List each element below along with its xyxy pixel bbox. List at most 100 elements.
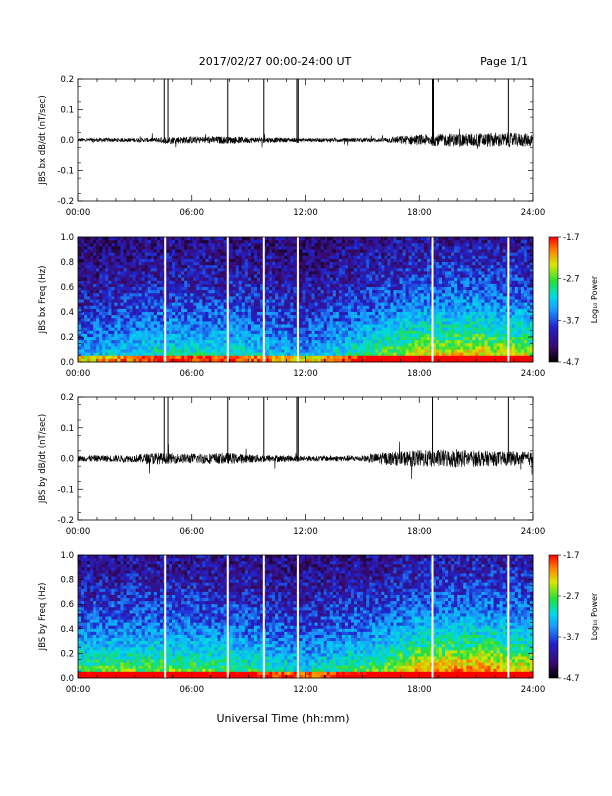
spectrogram-cell xyxy=(215,321,218,325)
spectrogram-cell xyxy=(127,296,130,300)
spectrogram-cell xyxy=(366,275,369,279)
spectrogram-cell xyxy=(302,259,305,263)
spectrogram-cell xyxy=(127,340,130,344)
spectrogram-cell xyxy=(257,250,260,254)
spectrogram-cell xyxy=(127,271,130,275)
spectrogram-cell xyxy=(327,265,330,269)
spectrogram-cell xyxy=(136,350,139,354)
spectrogram-cell xyxy=(357,262,360,266)
spectrogram-cell xyxy=(321,268,324,272)
spectrogram-cell xyxy=(196,265,199,269)
spectrogram-cell xyxy=(96,350,99,354)
spectrogram-cell xyxy=(321,275,324,279)
spectrogram-cell xyxy=(190,253,193,257)
spectrogram-cell xyxy=(439,328,442,332)
spectrogram-cell xyxy=(99,243,102,247)
spectrogram-cell xyxy=(363,318,366,322)
spectrogram-cell xyxy=(157,265,160,269)
spectrogram-cell xyxy=(224,240,227,244)
spectrogram-cell xyxy=(400,353,403,357)
spectrogram-cell xyxy=(215,265,218,269)
spectrogram-cell xyxy=(78,321,81,325)
spectrogram-cell xyxy=(412,250,415,254)
spectrogram-cell xyxy=(281,287,284,291)
spectrogram-cell xyxy=(418,275,421,279)
spectrogram-cell xyxy=(215,246,218,250)
spectrogram-cell xyxy=(287,243,290,247)
spectrogram-cell xyxy=(248,346,251,350)
spectrogram-cell xyxy=(211,315,214,319)
spectrogram-cell xyxy=(293,271,296,275)
spectrogram-cell xyxy=(236,340,239,344)
spectrogram-cell xyxy=(172,303,175,307)
spectrogram-cell xyxy=(315,290,318,294)
spectrogram-cell xyxy=(363,296,366,300)
spectrogram-cell xyxy=(442,331,445,335)
spectrogram-cell xyxy=(224,281,227,285)
spectrogram-cell xyxy=(184,290,187,294)
spectrogram-cell xyxy=(124,312,127,316)
spectrogram-cell xyxy=(154,356,157,360)
spectrogram-cell xyxy=(181,356,184,360)
spectrogram-cell xyxy=(275,256,278,260)
spectrogram-cell xyxy=(415,256,418,260)
spectrogram-cell xyxy=(139,293,142,297)
spectrogram-cell xyxy=(293,328,296,332)
spectrogram-cell xyxy=(190,259,193,263)
spectrogram-cell xyxy=(287,321,290,325)
spectrogram-cell xyxy=(169,343,172,347)
spectrogram-cell xyxy=(136,290,139,294)
spectrogram-cell xyxy=(254,350,257,354)
spectrogram-cell xyxy=(245,334,248,338)
spectrogram-cell xyxy=(136,281,139,285)
spectrogram-cell xyxy=(117,262,120,266)
spectrogram-cell xyxy=(218,281,221,285)
spectrogram-cell xyxy=(154,284,157,288)
spectrogram-cell xyxy=(281,334,284,338)
spectrogram-cell xyxy=(397,275,400,279)
spectrogram-cell xyxy=(351,309,354,313)
spectrogram-cell xyxy=(424,334,427,338)
spectrogram-cell xyxy=(93,253,96,257)
spectrogram-cell xyxy=(114,253,117,257)
spectrogram-cell xyxy=(151,303,154,307)
spectrogram-cell xyxy=(120,243,123,247)
spectrogram-cell xyxy=(321,346,324,350)
spectrogram-cell xyxy=(257,356,260,360)
spectrogram-cell xyxy=(90,343,93,347)
spectrogram-cell xyxy=(245,306,248,310)
spectrogram-cell xyxy=(139,281,142,285)
spectrogram-cell xyxy=(354,268,357,272)
spectrogram-cell xyxy=(93,334,96,338)
spectrogram-cell xyxy=(257,256,260,260)
spectrogram-cell xyxy=(387,250,390,254)
spectrogram-cell xyxy=(275,265,278,269)
spectrogram-cell xyxy=(427,328,430,332)
spectrogram-cell xyxy=(275,325,278,329)
spectrogram-cell xyxy=(114,265,117,269)
spectrogram-cell xyxy=(418,321,421,325)
spectrogram-cell xyxy=(127,300,130,304)
spectrogram-cell xyxy=(393,271,396,275)
spectrogram-cell xyxy=(160,278,163,282)
spectrogram-cell xyxy=(181,256,184,260)
spectrogram-cell xyxy=(421,237,424,241)
spectrogram-cell xyxy=(445,290,448,294)
spectrogram-cell xyxy=(190,271,193,275)
spectrogram-cell xyxy=(378,259,381,263)
spectrogram-cell xyxy=(251,271,254,275)
spectrogram-cell xyxy=(406,350,409,354)
spectrogram-cell xyxy=(248,325,251,329)
spectrogram-cell xyxy=(208,334,211,338)
spectrogram-cell xyxy=(436,300,439,304)
spectrogram-cell xyxy=(90,256,93,260)
spectrogram-cell xyxy=(169,268,172,272)
spectrogram-cell xyxy=(306,318,309,322)
spectrogram-cell xyxy=(427,300,430,304)
spectrogram-cell xyxy=(224,343,227,347)
spectrogram-cell xyxy=(442,340,445,344)
spectrogram-cell xyxy=(421,331,424,335)
spectrogram-cell xyxy=(324,296,327,300)
spectrogram-cell xyxy=(248,340,251,344)
spectrogram-cell xyxy=(360,350,363,354)
